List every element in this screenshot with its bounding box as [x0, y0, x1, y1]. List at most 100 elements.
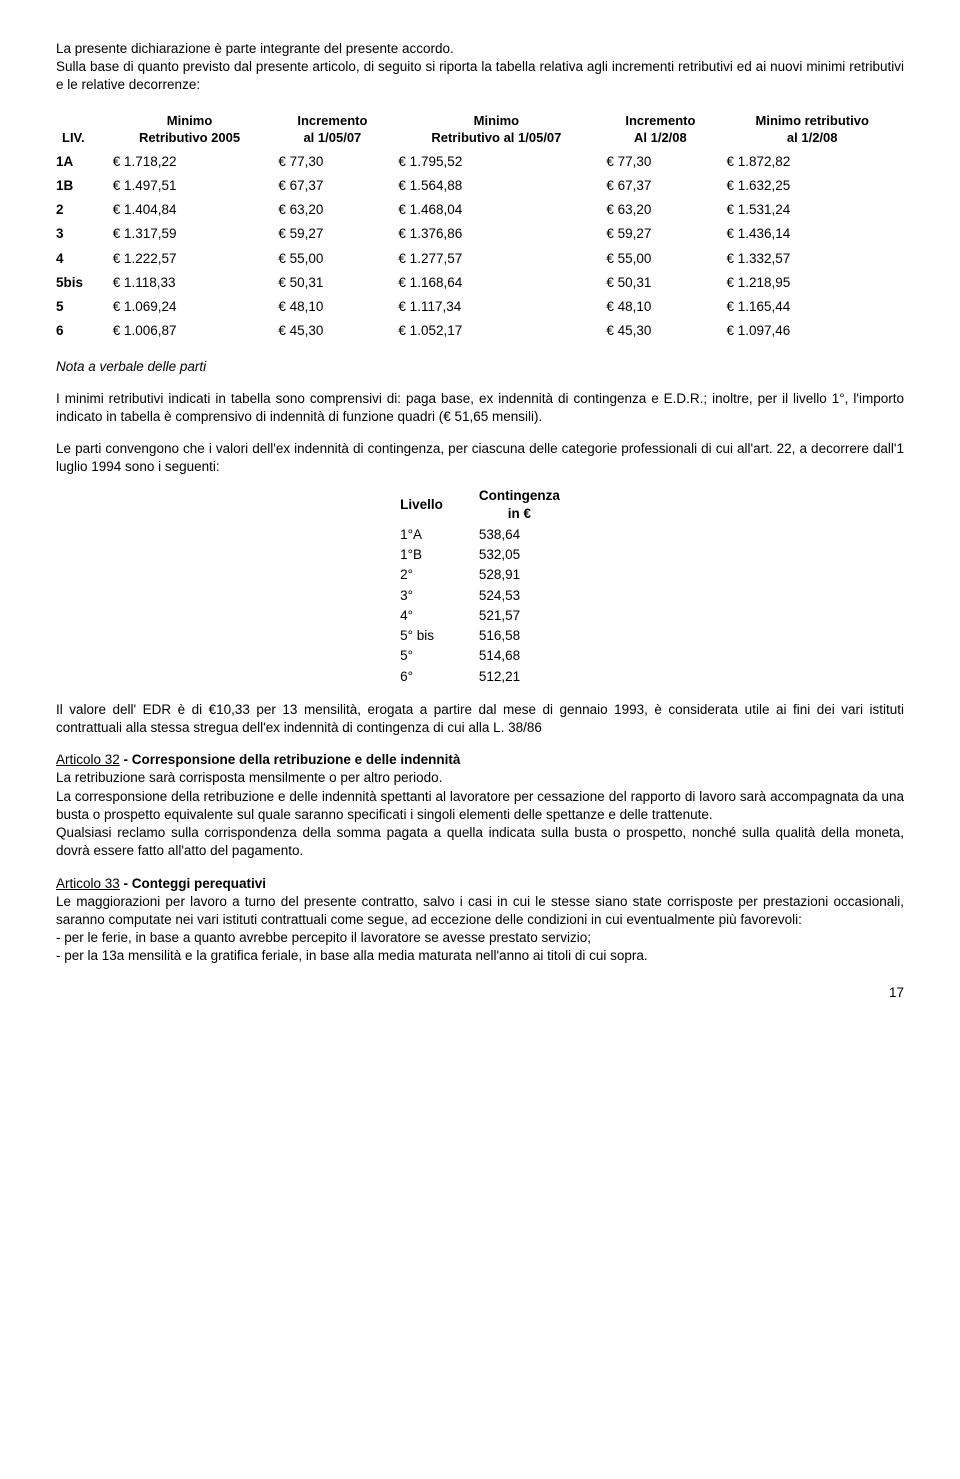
cell-liv: 3° — [382, 586, 461, 606]
cell-inc0507: € 67,37 — [272, 174, 392, 198]
contingenza-table: Livello Contingenza in € 1°A538,641°B532… — [382, 485, 578, 687]
cell-inc0208: € 45,30 — [600, 319, 720, 343]
table-row: 4°521,57 — [382, 606, 578, 626]
cell-liv: 2° — [382, 565, 461, 585]
intro-line1: La presente dichiarazione è parte integr… — [56, 40, 904, 58]
cell-liv: 1°A — [382, 525, 461, 545]
art32-title: Articolo 32 - Corresponsione della retri… — [56, 751, 904, 769]
table-row: 1°B532,05 — [382, 545, 578, 565]
cell-liv: 4° — [382, 606, 461, 626]
cell-min0208: € 1.436,14 — [720, 222, 904, 246]
cell-val: 512,21 — [461, 667, 578, 687]
th-min0507: Minimo Retributivo al 1/05/07 — [392, 109, 600, 150]
cell-min0507: € 1.468,04 — [392, 198, 600, 222]
cell-inc0507: € 45,30 — [272, 319, 392, 343]
cell-inc0507: € 55,00 — [272, 247, 392, 271]
cell-val: 514,68 — [461, 646, 578, 666]
cell-min2005: € 1.317,59 — [107, 222, 273, 246]
cell-min2005: € 1.718,22 — [107, 150, 273, 174]
table-row: 2€ 1.404,84€ 63,20€ 1.468,04€ 63,20€ 1.5… — [56, 198, 904, 222]
cell-min0507: € 1.117,34 — [392, 295, 600, 319]
cell-inc0507: € 48,10 — [272, 295, 392, 319]
cell-liv: 3 — [56, 222, 107, 246]
cell-val: 538,64 — [461, 525, 578, 545]
art33-p1: Le maggiorazioni per lavoro a turno del … — [56, 893, 904, 929]
cell-min0507: € 1.795,52 — [392, 150, 600, 174]
nota-p2: Le parti convengono che i valori dell'ex… — [56, 440, 904, 476]
cell-liv: 6 — [56, 319, 107, 343]
cell-min0208: € 1.165,44 — [720, 295, 904, 319]
cell-min0208: € 1.332,57 — [720, 247, 904, 271]
table-row: 6€ 1.006,87€ 45,30€ 1.052,17€ 45,30€ 1.0… — [56, 319, 904, 343]
cell-val: 532,05 — [461, 545, 578, 565]
nota-p1: I minimi retributivi indicati in tabella… — [56, 390, 904, 426]
cell-inc0208: € 63,20 — [600, 198, 720, 222]
cell-val: 516,58 — [461, 626, 578, 646]
art32-p3: Qualsiasi reclamo sulla corrispondenza d… — [56, 824, 904, 860]
cell-inc0507: € 59,27 — [272, 222, 392, 246]
cell-val: 528,91 — [461, 565, 578, 585]
cell-val: 524,53 — [461, 586, 578, 606]
table-row: 6°512,21 — [382, 667, 578, 687]
intro-line2: Sulla base di quanto previsto dal presen… — [56, 58, 904, 94]
art33-title: Articolo 33 - Conteggi perequativi — [56, 875, 904, 893]
table-row: 5° bis516,58 — [382, 626, 578, 646]
cell-min0507: € 1.052,17 — [392, 319, 600, 343]
cell-liv: 5bis — [56, 271, 107, 295]
cell-inc0507: € 50,31 — [272, 271, 392, 295]
th-liv: LIV. — [56, 109, 107, 150]
cell-liv: 6° — [382, 667, 461, 687]
cell-liv: 5° — [382, 646, 461, 666]
cell-min0208: € 1.872,82 — [720, 150, 904, 174]
cell-min0507: € 1.564,88 — [392, 174, 600, 198]
table-row: 5°514,68 — [382, 646, 578, 666]
th-min0208: Minimo retributivo al 1/2/08 — [720, 109, 904, 150]
cell-min2005: € 1.404,84 — [107, 198, 273, 222]
wage-table: LIV. Minimo Retributivo 2005 Incremento … — [56, 109, 904, 344]
cell-min0507: € 1.277,57 — [392, 247, 600, 271]
cell-min2005: € 1.497,51 — [107, 174, 273, 198]
table-row: 2°528,91 — [382, 565, 578, 585]
cell-inc0507: € 77,30 — [272, 150, 392, 174]
art32-p1: La retribuzione sarà corrisposta mensilm… — [56, 769, 904, 787]
cell-min0208: € 1.531,24 — [720, 198, 904, 222]
cell-inc0208: € 77,30 — [600, 150, 720, 174]
cell-min2005: € 1.222,57 — [107, 247, 273, 271]
cell-liv: 5 — [56, 295, 107, 319]
table-row: 3°524,53 — [382, 586, 578, 606]
th-min2005: Minimo Retributivo 2005 — [107, 109, 273, 150]
cell-min0507: € 1.376,86 — [392, 222, 600, 246]
art32-p2: La corresponsione della retribuzione e d… — [56, 788, 904, 824]
th-livello: Livello — [382, 485, 461, 525]
cell-inc0208: € 59,27 — [600, 222, 720, 246]
cell-min0507: € 1.168,64 — [392, 271, 600, 295]
cell-liv: 1°B — [382, 545, 461, 565]
cell-min0208: € 1.632,25 — [720, 174, 904, 198]
table-row: 4€ 1.222,57€ 55,00€ 1.277,57€ 55,00€ 1.3… — [56, 247, 904, 271]
th-inc0208: Incremento Al 1/2/08 — [600, 109, 720, 150]
cell-liv: 4 — [56, 247, 107, 271]
cell-min2005: € 1.069,24 — [107, 295, 273, 319]
table-row: 1A€ 1.718,22€ 77,30€ 1.795,52€ 77,30€ 1.… — [56, 150, 904, 174]
cell-inc0507: € 63,20 — [272, 198, 392, 222]
th-contingenza: Contingenza in € — [461, 485, 578, 525]
table-row: 5€ 1.069,24€ 48,10€ 1.117,34€ 48,10€ 1.1… — [56, 295, 904, 319]
table-row: 3€ 1.317,59€ 59,27€ 1.376,86€ 59,27€ 1.4… — [56, 222, 904, 246]
cell-val: 521,57 — [461, 606, 578, 626]
cell-min0208: € 1.218,95 — [720, 271, 904, 295]
cell-inc0208: € 50,31 — [600, 271, 720, 295]
table-row: 1°A538,64 — [382, 525, 578, 545]
table-row: 5bis€ 1.118,33€ 50,31€ 1.168,64€ 50,31€ … — [56, 271, 904, 295]
cell-liv: 2 — [56, 198, 107, 222]
cell-inc0208: € 55,00 — [600, 247, 720, 271]
table-row: 1B€ 1.497,51€ 67,37€ 1.564,88€ 67,37€ 1.… — [56, 174, 904, 198]
cell-min0208: € 1.097,46 — [720, 319, 904, 343]
cell-liv: 1B — [56, 174, 107, 198]
cell-min2005: € 1.118,33 — [107, 271, 273, 295]
edr-paragraph: Il valore dell' EDR è di €10,33 per 13 m… — [56, 701, 904, 737]
cell-liv: 5° bis — [382, 626, 461, 646]
cell-inc0208: € 48,10 — [600, 295, 720, 319]
nota-title: Nota a verbale delle parti — [56, 358, 904, 376]
cell-inc0208: € 67,37 — [600, 174, 720, 198]
cell-min2005: € 1.006,87 — [107, 319, 273, 343]
